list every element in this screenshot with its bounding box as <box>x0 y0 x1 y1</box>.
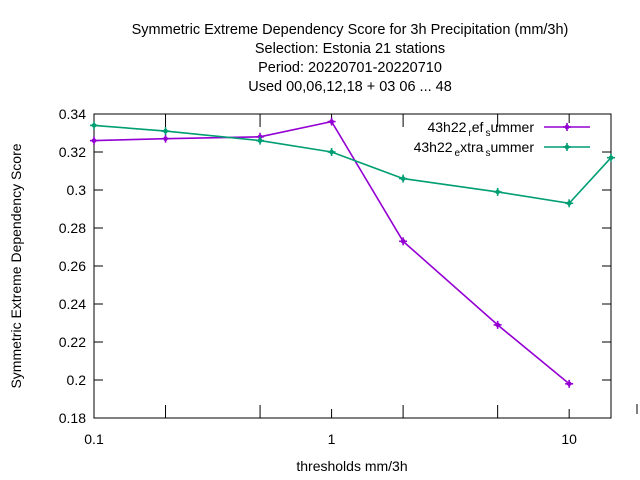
legend-subscript: r <box>468 128 472 139</box>
data-point-dot <box>495 322 500 328</box>
y-tick-label: 0.18 <box>59 410 86 426</box>
title-line: Period: 20220701-20220710 <box>258 60 442 76</box>
x-tick-label: 10 <box>561 431 577 447</box>
data-point <box>399 174 408 183</box>
data-point-dot <box>257 138 263 143</box>
title-line: Selection: Estonia 21 stations <box>255 41 445 57</box>
data-point <box>607 153 615 162</box>
data-point <box>565 379 574 388</box>
data-point-dot <box>400 176 406 181</box>
legend-marker-dot <box>564 144 570 150</box>
data-point-dot <box>566 201 572 206</box>
legend-text: ummer <box>490 119 534 135</box>
legend-text: xtra <box>460 139 484 155</box>
x-axis-label: thresholds mm/3h <box>296 458 407 474</box>
series-layer <box>90 117 615 388</box>
y-tick-label: 0.26 <box>59 258 86 274</box>
legend-text: 43h22 <box>414 139 453 155</box>
data-point <box>493 320 502 329</box>
data-point-dot <box>495 189 500 195</box>
legend-subscript: s <box>485 128 490 139</box>
data-point-dot <box>400 239 406 244</box>
data-point <box>161 127 170 136</box>
legend-label-2: 43h22 extra summer <box>414 139 535 159</box>
data-point <box>90 121 98 130</box>
legend-text: 43h22 <box>427 119 466 135</box>
data-point <box>161 134 170 143</box>
series-line-2 <box>93 124 612 205</box>
y-tick-label: 0.24 <box>59 296 86 312</box>
data-point <box>565 199 574 208</box>
axes: 0.18 0.2 0.22 0.24 0.26 0.28 0.3 0.32 0.34 0.1 1 10… <box>8 106 638 474</box>
data-point <box>90 136 98 145</box>
x-tick-label: 0.1 <box>84 431 104 447</box>
title-line: Symmetric Extreme Dependency Score for 3… <box>132 22 569 38</box>
legend-subscript: s <box>485 148 490 159</box>
data-point <box>399 237 408 246</box>
y-tick-label: 0.3 <box>67 182 87 198</box>
y-tick-label: 0.2 <box>67 372 87 388</box>
data-point-dot <box>566 381 572 387</box>
y-tick-label: 0.34 <box>59 106 86 122</box>
data-point-dot <box>91 123 97 128</box>
legend-text: ummer <box>490 139 534 155</box>
legend-marker-dot <box>564 124 570 130</box>
y-axis-label: Symmetric Extreme Dependency Score <box>8 143 24 388</box>
title-line: Used 00,06,12,18 + 03 06 ... 48 <box>248 79 452 95</box>
y-tick-label: 0.22 <box>59 334 86 350</box>
legend-subscript: e <box>455 148 461 159</box>
x-tick-label: 1 <box>328 431 336 447</box>
data-point-dot <box>329 149 334 155</box>
data-point-dot <box>91 138 97 143</box>
y-tick-label: 0.32 <box>59 144 86 160</box>
legend-text: ef <box>472 119 484 135</box>
chart-title: Symmetric Extreme Dependency Score for 3… <box>132 22 569 95</box>
legend-label-1: 43h22 ref summer <box>427 119 534 139</box>
data-point <box>327 148 336 156</box>
series-line-1 <box>93 120 570 385</box>
y-tick-label: 0.28 <box>59 220 86 236</box>
data-point-dot <box>608 155 614 160</box>
data-point <box>493 187 502 196</box>
data-point <box>327 117 336 126</box>
data-point <box>256 136 265 145</box>
data-point-dot <box>329 119 334 124</box>
data-point-dot <box>163 128 168 134</box>
data-point-dot <box>163 136 168 141</box>
